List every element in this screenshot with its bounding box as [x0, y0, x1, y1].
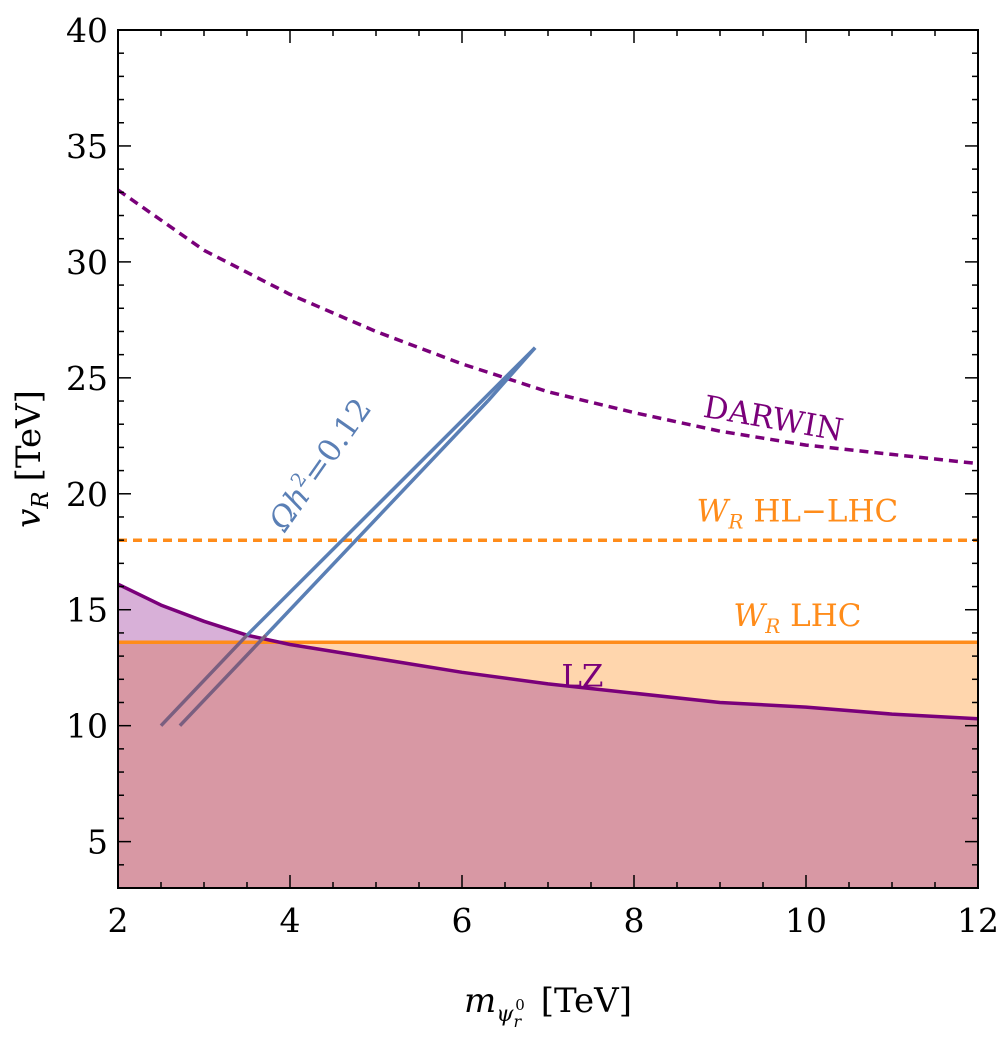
lz-curve — [117, 582, 979, 721]
relic_b-lower-segment — [178, 633, 268, 727]
relic_b-upper-segment — [264, 399, 490, 637]
x-tick-label: 10 — [785, 901, 827, 940]
x-tick-label: 6 — [452, 901, 473, 940]
y-tick-label: 30 — [66, 243, 108, 282]
relic_a-lower-segment — [159, 633, 249, 727]
y-tick-label: 5 — [87, 823, 108, 862]
exclusion-regions — [118, 584, 978, 888]
x-tick-label: 2 — [108, 901, 129, 940]
y-tick-label: 35 — [66, 127, 108, 166]
relic-density-label: Ωh2=0.12 — [260, 391, 379, 539]
x-tick-label: 8 — [624, 901, 645, 940]
y-axis-label: vR[TeV] — [9, 390, 54, 528]
lz-label: LZ — [561, 658, 603, 694]
wr_lhc-label: WR LHC — [733, 598, 861, 638]
wr_hllhc-label: WR HL−LHC — [697, 494, 899, 534]
relic-band-cap — [486, 346, 537, 403]
curves — [116, 188, 979, 727]
relic_a-upper-segment — [245, 346, 537, 637]
wr-lhc-exclusion-fill — [118, 642, 978, 719]
darwin-curve — [116, 188, 979, 466]
y-tick-label: 25 — [66, 359, 108, 398]
y-tick-label: 20 — [66, 475, 108, 514]
ticks: 2 4 6 8 10 12 5 10 15 20 25 30 35 40 — [66, 11, 999, 940]
x-tick-label: 4 — [280, 901, 301, 940]
combined-exclusion-fill — [118, 642, 978, 888]
y-tick-label: 40 — [66, 11, 108, 50]
y-tick-label: 15 — [66, 591, 108, 630]
y-tick-label: 10 — [66, 707, 108, 746]
x-axis-label: mψr0 [TeV] — [464, 981, 632, 1031]
x-tick-label: 12 — [957, 901, 999, 940]
lz-exclusion-fill — [118, 584, 978, 643]
